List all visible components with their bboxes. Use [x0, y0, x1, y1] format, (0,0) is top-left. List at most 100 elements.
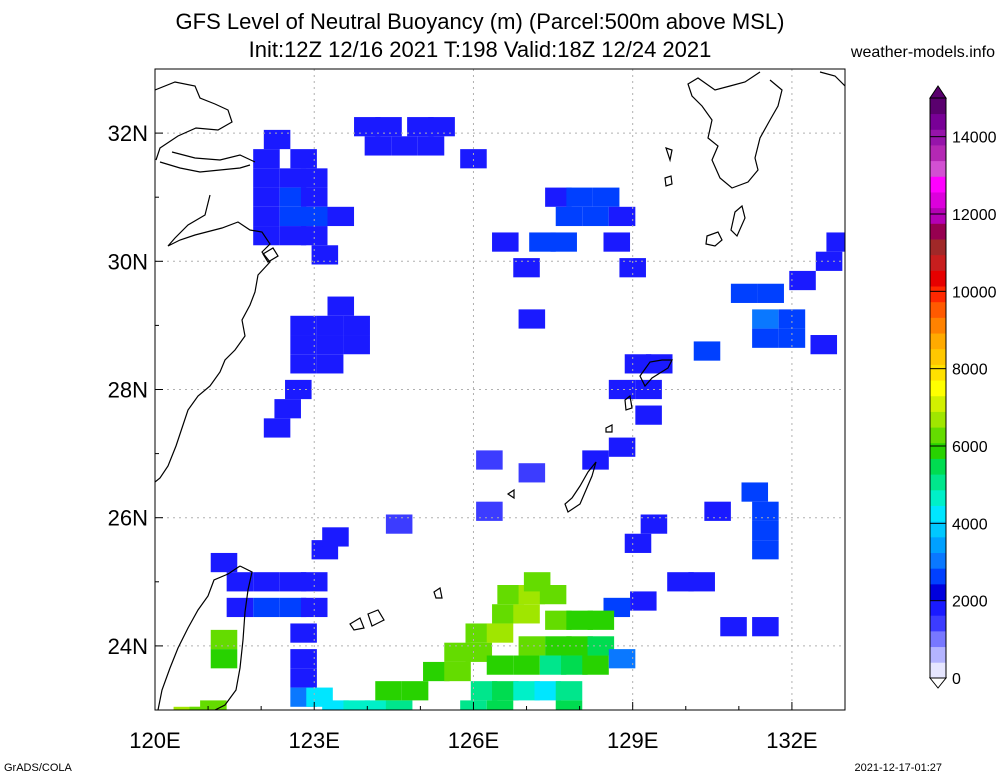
field-cell	[173, 706, 201, 710]
field-cell	[253, 187, 280, 207]
field-cell	[561, 655, 588, 675]
field-cell	[513, 681, 540, 701]
island-5	[506, 488, 515, 500]
taiwan-coast	[157, 565, 253, 710]
field-cell	[290, 335, 317, 355]
field-cell	[253, 226, 280, 246]
colorbar-label: 12000	[952, 207, 997, 224]
colorbar-swatch	[930, 615, 946, 632]
field-cell	[752, 617, 779, 637]
island-8	[433, 587, 443, 599]
colorbar-swatch	[930, 489, 946, 506]
field-cell	[279, 597, 307, 618]
field-cell	[470, 681, 498, 701]
field-cell	[492, 604, 519, 624]
lat-label: 24N	[108, 634, 148, 659]
lat-label: 28N	[108, 378, 148, 403]
colorbar-swatch	[930, 552, 946, 569]
field-cell	[635, 405, 662, 425]
colorbar-swatch	[930, 348, 946, 365]
field-cell	[608, 649, 636, 669]
field-cell	[189, 706, 217, 710]
colorbar-min-arrow	[928, 677, 948, 689]
china-coast	[155, 81, 233, 161]
lon-label: 126E	[448, 728, 499, 753]
field-cell	[210, 629, 238, 650]
field-cell	[444, 661, 471, 682]
field-cell	[210, 649, 238, 669]
field-cell	[826, 232, 845, 252]
field-cell	[460, 149, 487, 169]
field-cell	[630, 591, 657, 611]
field-cell	[566, 636, 593, 656]
lon-label: 132E	[766, 728, 817, 753]
field-cell	[741, 482, 769, 502]
colorbar-label: 14000	[952, 130, 997, 147]
island-7	[367, 609, 385, 627]
field-cell	[364, 700, 392, 710]
field-cell	[555, 206, 583, 227]
colorbar-swatch	[930, 145, 946, 162]
colorbar-swatch	[930, 411, 946, 428]
china-coast-yangtze	[159, 151, 256, 173]
field-cell	[300, 572, 328, 592]
field-cell	[534, 681, 562, 701]
colorbar-swatch	[930, 207, 946, 224]
field-cell	[253, 149, 280, 169]
colorbar-swatch	[930, 317, 946, 334]
colorbar-swatch	[930, 536, 946, 553]
field-cell	[385, 514, 413, 534]
colorbar-swatch	[930, 380, 946, 397]
buoyancy-field	[173, 117, 845, 710]
colorbar-max-arrow	[929, 85, 947, 99]
field-cell	[343, 700, 370, 710]
footer-grads: GrADS/COLA	[4, 762, 72, 774]
field-cell	[274, 399, 301, 419]
field-cell	[555, 681, 583, 701]
island-2	[705, 231, 723, 247]
colorbar-swatch	[930, 521, 946, 538]
colorbar-swatch	[930, 270, 946, 287]
field-cell	[815, 251, 843, 271]
field-cell	[608, 437, 636, 457]
colorbar-swatch	[930, 458, 946, 475]
field-cell	[476, 501, 503, 521]
colorbar-label: 8000	[952, 362, 988, 379]
field-cell	[555, 700, 583, 710]
field-cell	[465, 623, 493, 643]
field-cell	[778, 309, 806, 329]
field-cell	[279, 187, 307, 207]
field-cell	[327, 296, 355, 316]
field-cell	[523, 572, 551, 592]
field-cell	[704, 501, 731, 521]
colorbar-swatch	[930, 192, 946, 209]
field-cell	[608, 379, 636, 400]
field-cell	[200, 700, 227, 710]
okinawa-island	[564, 461, 597, 513]
field-cell	[300, 206, 328, 227]
field-cell	[752, 501, 779, 521]
field-cell	[290, 315, 317, 336]
field-cell	[253, 168, 280, 188]
field-cell	[693, 341, 721, 361]
site-credit: weather-models.info	[850, 44, 995, 61]
field-cell	[290, 649, 317, 669]
island-4	[605, 424, 613, 433]
field-cell	[290, 668, 317, 688]
kyushu-coast	[687, 71, 845, 189]
field-cell	[513, 604, 540, 624]
field-cell	[343, 335, 370, 355]
colorbar-label: 6000	[952, 439, 988, 456]
field-cell	[285, 379, 312, 400]
field-cell	[492, 681, 519, 701]
field-cell	[226, 572, 254, 592]
colorbar-swatch	[930, 301, 946, 318]
colorbar-swatch	[930, 333, 946, 350]
colorbar-swatch	[930, 176, 946, 193]
field-cell	[401, 681, 429, 701]
field-cell	[423, 661, 450, 682]
field-cell	[592, 187, 620, 207]
field-cell	[391, 136, 418, 156]
field-cell	[279, 226, 307, 246]
